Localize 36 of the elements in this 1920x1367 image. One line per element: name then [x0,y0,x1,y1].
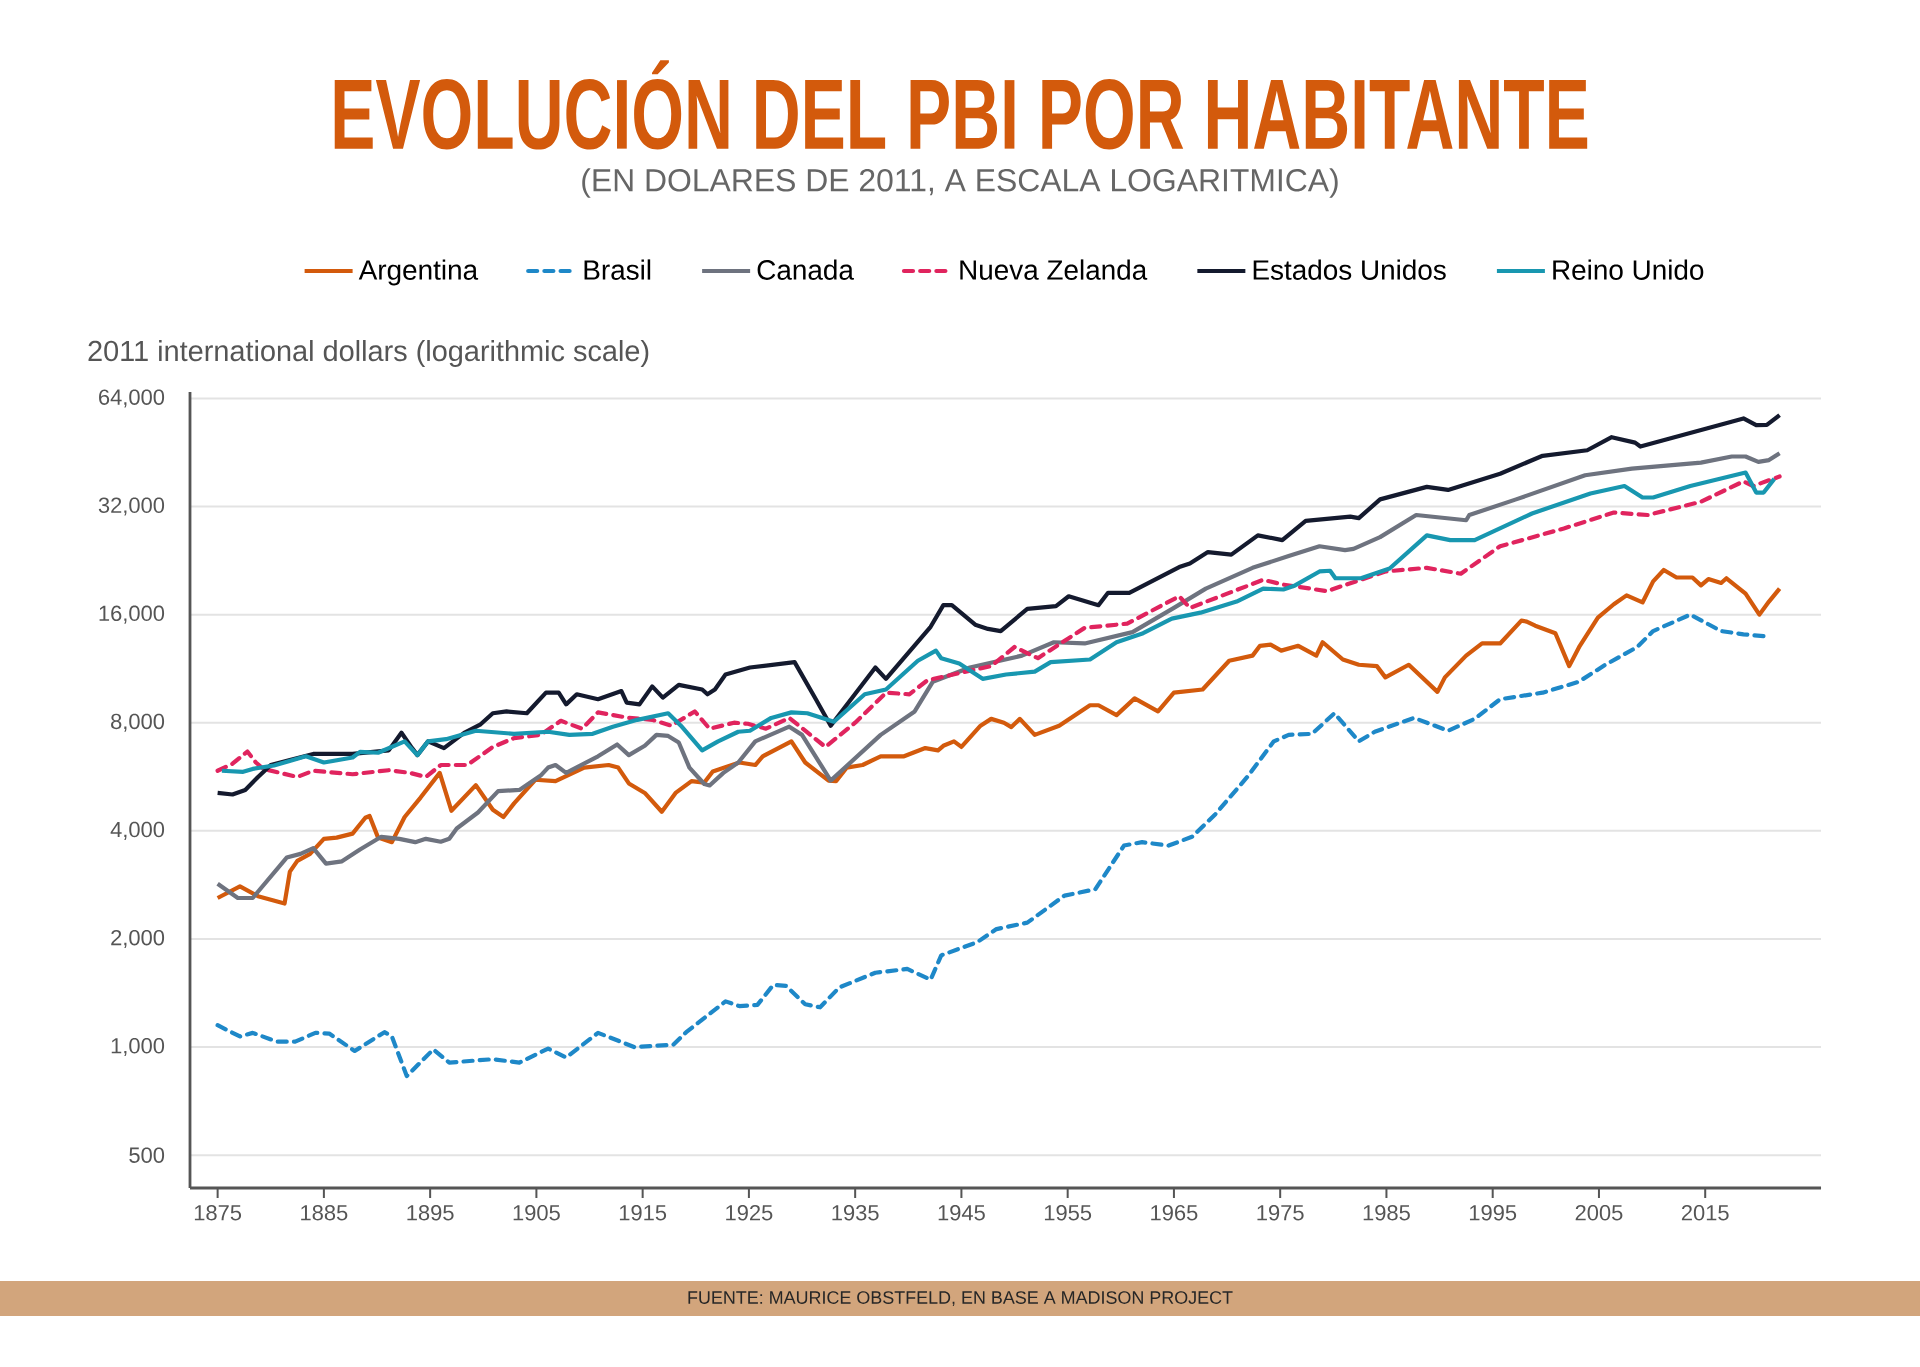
y-tick-label: 64,000 [99,389,165,408]
y-tick-label: 2,000 [111,929,165,948]
y-tick-label: 32,000 [98,497,165,516]
legend-label: Argentina [358,259,479,286]
y-tick-label: 500 [129,1147,165,1163]
y-tick-label: 16,000 [99,605,165,624]
x-tick-label: 2015 [1681,1204,1729,1221]
x-tick-label: 1975 [1257,1204,1304,1221]
legend-label: Reino Unido [1553,259,1704,280]
chart-subtitle: (EN DOLARES DE 2011, A ESCALA LOGARITMICA) [582,168,1338,198]
line-series [215,413,1782,797]
x-tick-label: 1925 [726,1204,773,1221]
chart-title: EVOLUCIÓN DEL PBI POR HABITANTE [334,60,1588,150]
y-tick-label: 4,000 [110,821,165,840]
line-series [215,451,1782,901]
x-tick-label: 2005 [1575,1204,1623,1221]
x-tick-label: 1935 [832,1204,879,1221]
x-tick-label: 1955 [1044,1204,1092,1221]
x-tick-label: 1905 [513,1204,560,1221]
y-tick-label: 1,000 [111,1037,165,1057]
x-tick-label: 1895 [407,1204,454,1221]
x-tick-label: 1985 [1363,1204,1410,1221]
y-axis-title: 2011 international dollars (logarithmic scale) [88,340,649,367]
x-tick-label: 1885 [301,1204,348,1221]
legend-label: Canada [757,259,854,280]
x-tick-label: 1875 [194,1204,242,1221]
x-tick-label: 1915 [619,1204,667,1221]
legend-label: Nueva Zelanda [960,259,1148,280]
y-tick-label: 8,000 [111,713,165,732]
x-tick-label: 1965 [1151,1204,1198,1221]
source-note: FUENTE: MAURICE OBSTFELD, EN BASE A MADISON PROJECT [688,1291,1233,1306]
x-tick-label: 1945 [938,1204,985,1221]
x-tick-label: 1995 [1469,1204,1517,1221]
legend-label: Estados Unidos [1253,259,1446,280]
legend-label: Brasil [584,259,651,280]
line-series [215,567,1782,906]
